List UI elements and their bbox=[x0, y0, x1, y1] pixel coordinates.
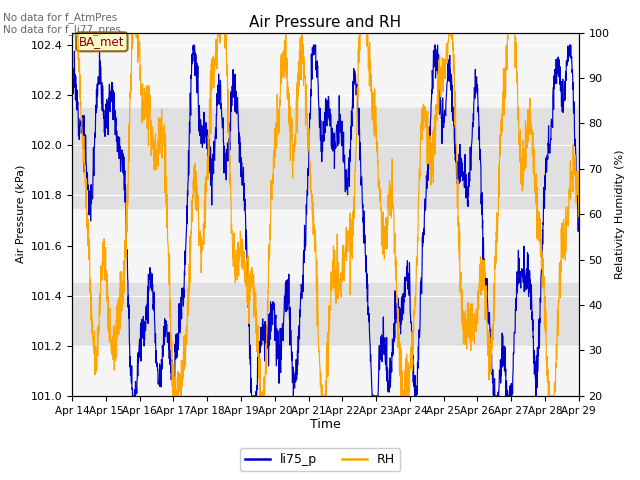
Text: No data for f_AtmPres: No data for f_AtmPres bbox=[3, 12, 118, 23]
Bar bbox=[72, 283, 579, 346]
Title: Air Pressure and RH: Air Pressure and RH bbox=[250, 15, 401, 30]
Y-axis label: Air Pressure (kPa): Air Pressure (kPa) bbox=[15, 165, 25, 264]
Legend: li75_p, RH: li75_p, RH bbox=[240, 448, 400, 471]
Bar bbox=[72, 108, 579, 208]
Y-axis label: Relativity Humidity (%): Relativity Humidity (%) bbox=[615, 149, 625, 279]
Text: BA_met: BA_met bbox=[79, 36, 125, 48]
X-axis label: Time: Time bbox=[310, 419, 341, 432]
Text: No data for f_li77_pres: No data for f_li77_pres bbox=[3, 24, 121, 35]
